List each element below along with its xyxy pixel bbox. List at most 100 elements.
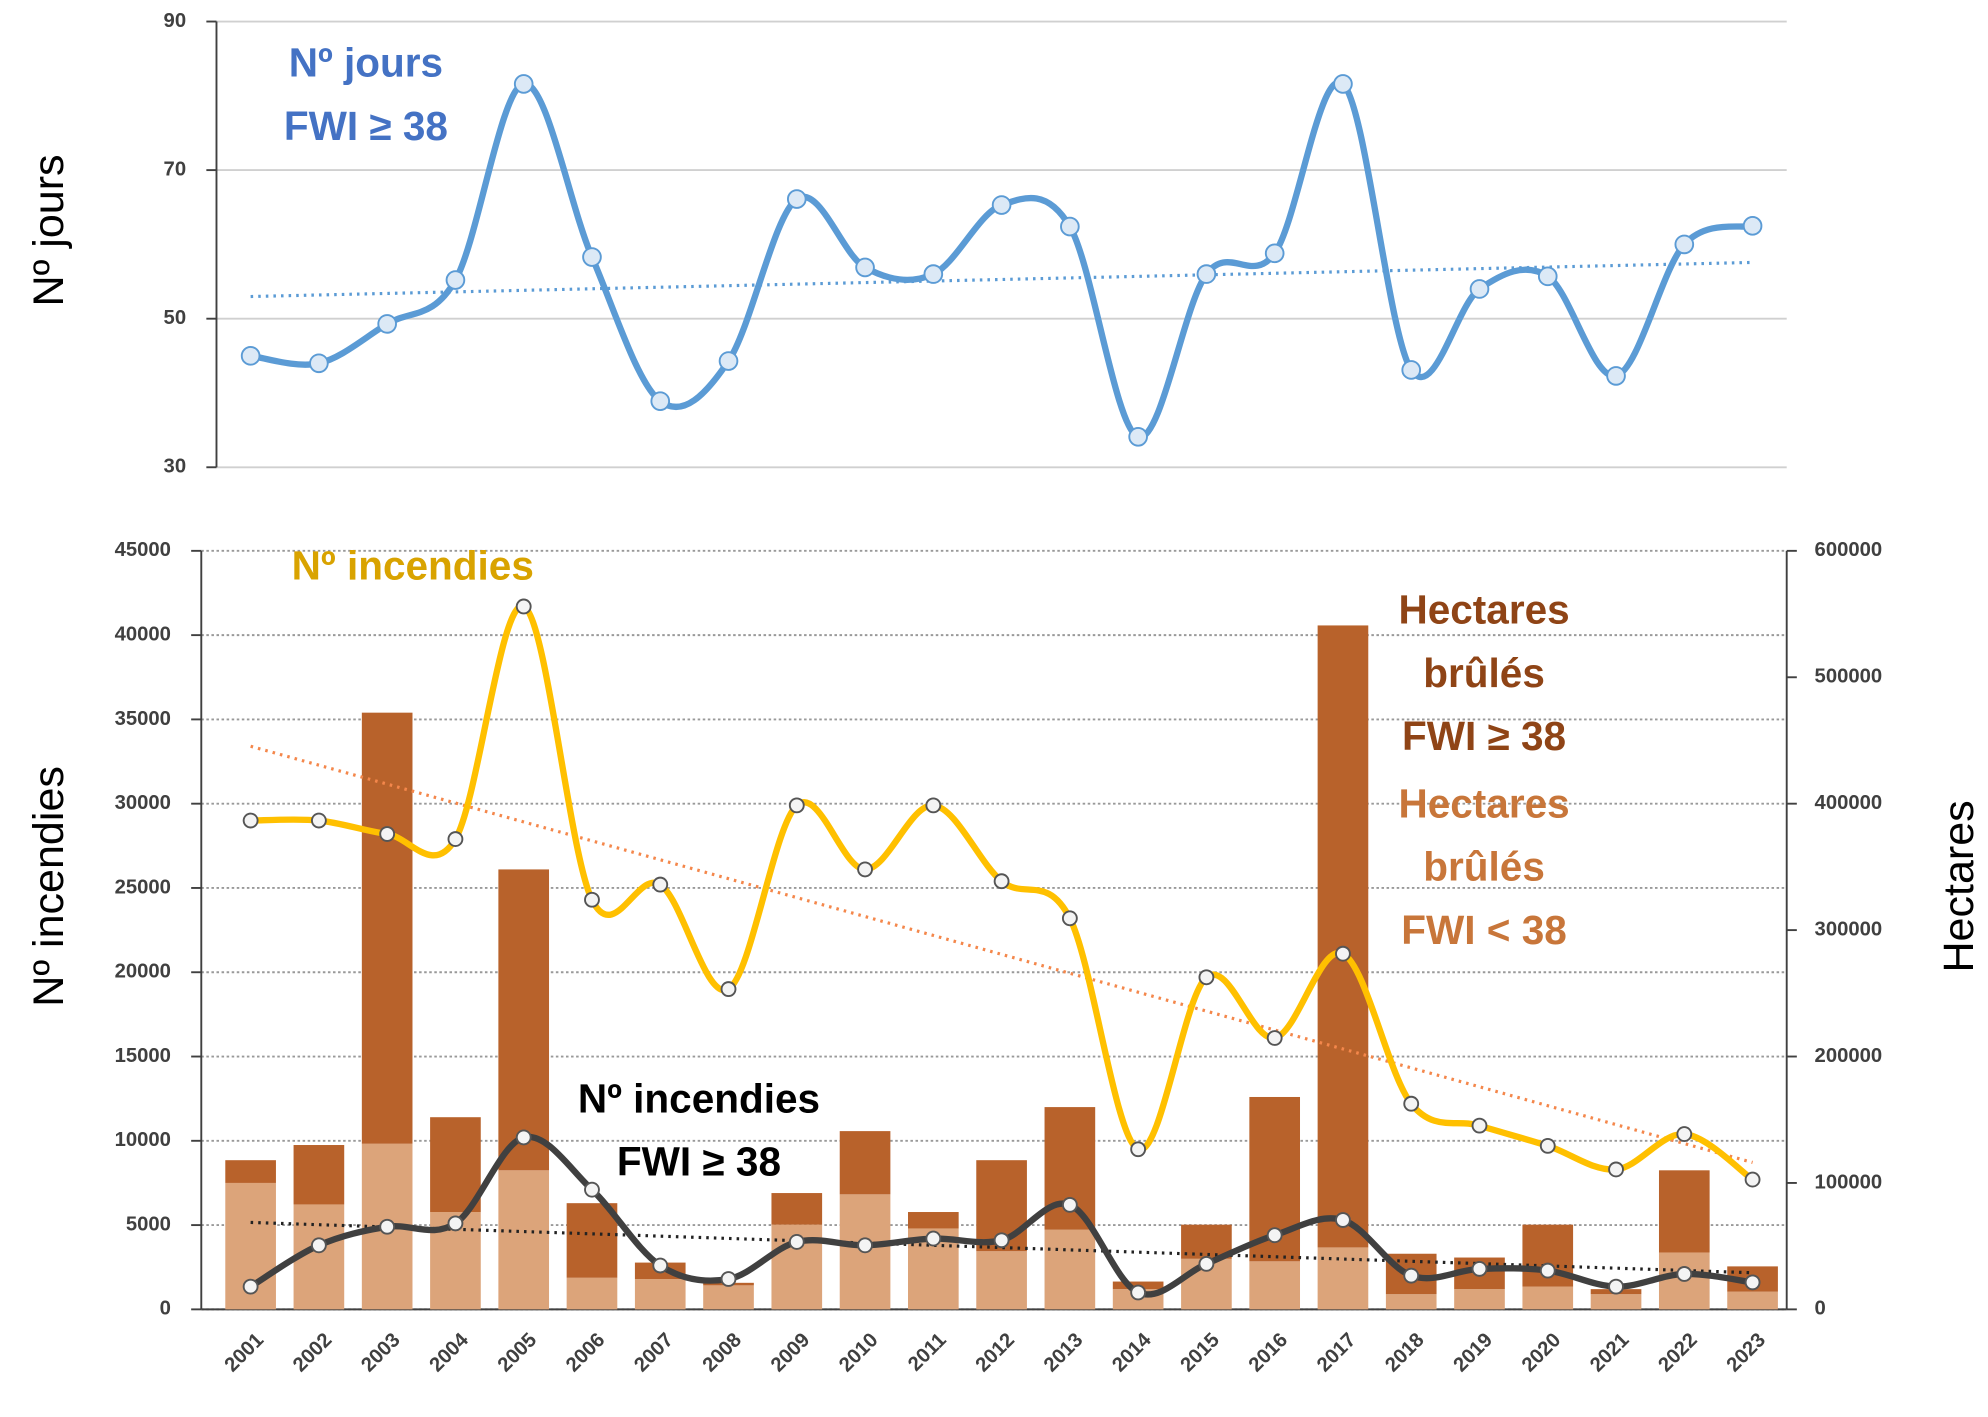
point — [1537, 266, 1558, 287]
y2-tick-label: 0 — [1815, 1298, 1826, 1320]
y-tick-label: 40000 — [115, 623, 171, 645]
point — [1539, 1262, 1556, 1279]
point — [718, 351, 739, 371]
y2-tick-label: 600000 — [1815, 539, 1883, 561]
line — [250, 79, 1754, 440]
point — [242, 812, 259, 829]
point — [1744, 1171, 1761, 1188]
point — [1198, 1255, 1215, 1272]
bar — [1249, 1261, 1301, 1310]
x-tick-label: 2004 — [425, 1328, 473, 1376]
point — [1674, 234, 1695, 255]
x-tick-label: 2016 — [1245, 1329, 1292, 1376]
point — [1130, 1284, 1147, 1301]
bar — [839, 1131, 891, 1195]
point — [923, 264, 944, 284]
x-tick-label: 2001 — [221, 1329, 268, 1376]
bar — [703, 1285, 754, 1310]
bar — [430, 1117, 481, 1213]
point — [584, 1181, 600, 1198]
point — [720, 981, 737, 998]
bar — [1317, 625, 1369, 1248]
point — [1676, 1266, 1693, 1282]
y2-axis-title: Hectares — [1935, 800, 1983, 972]
x-tick-label: 2009 — [767, 1329, 814, 1376]
y-tick-label: 15000 — [115, 1045, 171, 1067]
point — [1335, 1212, 1351, 1228]
bar — [1658, 1170, 1710, 1253]
point — [1608, 1278, 1624, 1295]
point — [1742, 216, 1763, 236]
bar — [771, 1193, 823, 1225]
y-tick-label: 45000 — [115, 539, 171, 561]
x-tick-label: 2005 — [494, 1329, 541, 1376]
series-label: FWI ≥ 38 — [617, 1139, 781, 1185]
bar — [1044, 1229, 1096, 1310]
x-tick-label: 2018 — [1381, 1329, 1428, 1376]
bar — [1454, 1289, 1505, 1310]
bar — [1590, 1294, 1642, 1310]
y-tick-label: 10000 — [115, 1129, 171, 1151]
x-tick-label: 2023 — [1723, 1329, 1770, 1376]
point — [925, 1230, 942, 1247]
point — [1333, 74, 1353, 94]
x-tick-label: 2006 — [562, 1329, 609, 1376]
x-tick-label: 2020 — [1518, 1329, 1565, 1376]
point — [584, 891, 600, 908]
point — [1128, 426, 1148, 447]
point — [310, 1237, 327, 1254]
point — [1198, 969, 1215, 986]
bar — [1317, 1247, 1369, 1310]
y-tick-label: 30000 — [115, 792, 171, 814]
point — [447, 1215, 464, 1232]
bar — [908, 1212, 959, 1229]
bar — [1522, 1286, 1574, 1310]
point — [447, 831, 464, 847]
x-tick-label: 2017 — [1313, 1329, 1360, 1376]
bar — [498, 1170, 550, 1310]
point — [240, 346, 261, 366]
point — [786, 189, 807, 209]
point — [379, 826, 396, 842]
x-tick-label: 2002 — [289, 1329, 336, 1376]
bar — [498, 869, 550, 1171]
bar — [361, 712, 413, 1144]
point — [310, 812, 327, 829]
point — [242, 1278, 259, 1295]
point — [652, 876, 669, 893]
y-tick-label: 90 — [164, 10, 187, 32]
point — [1471, 1260, 1488, 1277]
series-label: brûlés — [1423, 650, 1545, 696]
point — [1403, 1095, 1420, 1112]
point — [1335, 945, 1351, 962]
series-label: brûlés — [1423, 844, 1545, 890]
trend-line — [250, 744, 1753, 1164]
x-tick-label: 2007 — [630, 1329, 677, 1376]
y-tick-label: 5000 — [126, 1213, 171, 1235]
point — [1061, 910, 1078, 927]
y-tick-label: 20000 — [115, 961, 171, 983]
point — [1266, 1030, 1283, 1046]
point — [855, 257, 875, 278]
point — [1676, 1126, 1693, 1142]
point — [788, 1234, 805, 1250]
point — [650, 391, 671, 411]
point — [857, 1237, 873, 1254]
x-tick-label: 2012 — [972, 1329, 1019, 1376]
point — [857, 861, 873, 878]
y-axis-title: Nº incendies — [25, 766, 73, 1007]
point — [1469, 279, 1490, 299]
y-tick-label: 30 — [164, 456, 187, 478]
bar — [566, 1277, 618, 1310]
y2-tick-label: 400000 — [1815, 792, 1883, 814]
point — [1266, 1227, 1283, 1244]
point — [1606, 366, 1626, 386]
point — [379, 1218, 396, 1235]
point — [1196, 264, 1217, 284]
point — [1403, 1267, 1420, 1284]
point — [1401, 360, 1422, 380]
y2-tick-label: 200000 — [1815, 1045, 1883, 1067]
point — [515, 1129, 532, 1146]
series-label: Nº jours — [289, 40, 443, 86]
